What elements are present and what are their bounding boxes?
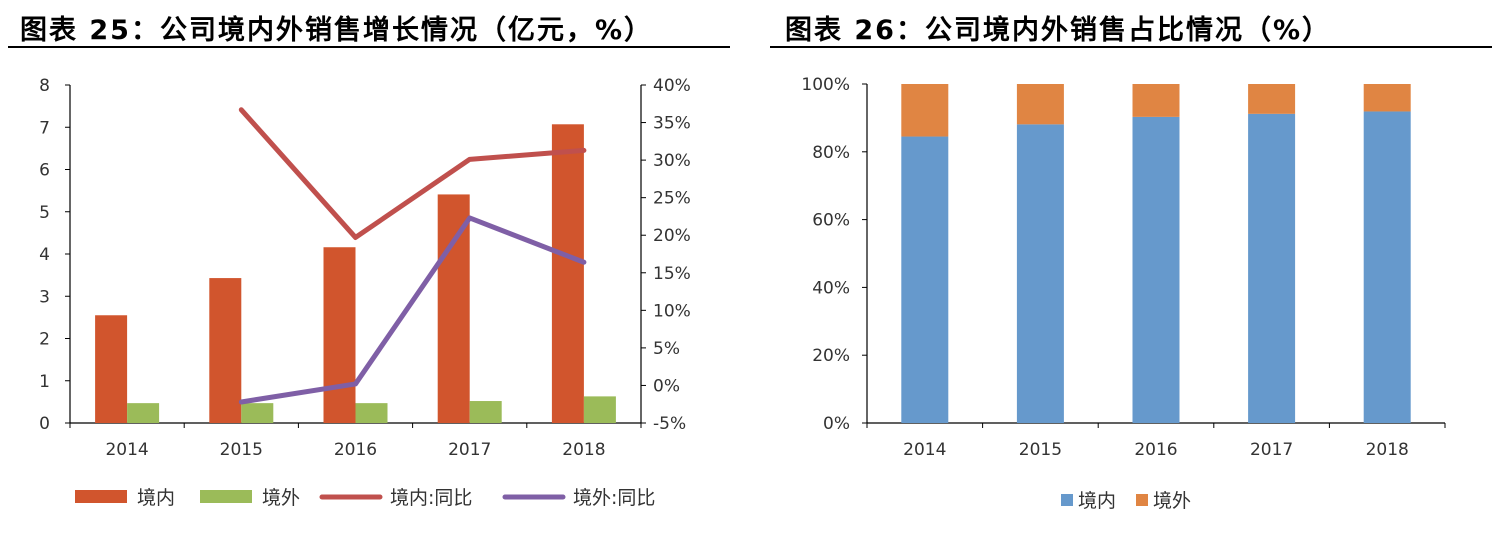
y-tick-label: 100% bbox=[801, 75, 850, 95]
stacked-bar-domestic-2015 bbox=[1016, 124, 1064, 423]
x-tick-label: 2015 bbox=[220, 440, 263, 460]
right-y-tick-label: 10% bbox=[653, 301, 691, 321]
x-tick-label: 2015 bbox=[1019, 440, 1062, 460]
y-tick-label: 60% bbox=[812, 211, 850, 231]
left-y-tick-label: 2 bbox=[39, 330, 50, 350]
legend-overseas-yoy-label: 境外:同比 bbox=[573, 487, 655, 509]
y-tick-label: 40% bbox=[812, 278, 850, 298]
right-y-tick-label: 0% bbox=[653, 376, 680, 396]
stacked-bar-domestic-2016 bbox=[1132, 116, 1180, 424]
bar-domestic-2014 bbox=[95, 315, 128, 423]
bar-overseas-2014 bbox=[127, 403, 160, 423]
right-y-tick-label: 35% bbox=[653, 114, 691, 134]
legend-domestic-yoy-label: 境内:同比 bbox=[390, 487, 472, 509]
x-tick-label: 2016 bbox=[334, 440, 377, 460]
legend-domestic-label: 境内 bbox=[1078, 490, 1116, 512]
stacked-bar-overseas-2018 bbox=[1363, 84, 1411, 112]
right-chart-title: 图表 26：公司境内外销售占比情况（%） bbox=[785, 15, 1332, 46]
left-y-tick-label: 5 bbox=[39, 203, 50, 223]
bar-overseas-2017 bbox=[469, 401, 502, 423]
bar-domestic-2017 bbox=[437, 194, 470, 423]
left-chart-title: 图表 25：公司境内外销售增长情况（亿元，%） bbox=[20, 15, 654, 46]
left-y-tick-label: 4 bbox=[39, 245, 50, 265]
left-y-tick-label: 7 bbox=[39, 118, 50, 138]
legend-overseas-swatch bbox=[200, 490, 252, 503]
left-title-rule bbox=[8, 46, 730, 48]
line-overseas-yoy bbox=[238, 215, 587, 405]
x-tick-label: 2016 bbox=[1134, 440, 1177, 460]
legend-overseas-swatch bbox=[1136, 494, 1148, 506]
right-y-tick-label: 30% bbox=[653, 151, 691, 171]
x-tick-label: 2014 bbox=[903, 440, 946, 460]
right-y-tick-label: 5% bbox=[653, 339, 680, 359]
right-title-rule bbox=[770, 46, 1492, 48]
right-stacked-chart: 0% 20% 40% 60% 80% 100% 2014 2015 2016 2017 2018 境内… bbox=[801, 75, 1446, 512]
bar-overseas-2016 bbox=[355, 403, 388, 423]
stacked-bar-overseas-2014 bbox=[901, 84, 949, 137]
y-tick-label: 80% bbox=[812, 143, 850, 163]
y-tick-label: 0% bbox=[823, 414, 850, 434]
bar-domestic-2015 bbox=[209, 278, 242, 423]
bar-domestic-2016 bbox=[323, 247, 356, 423]
stacked-bar-overseas-2017 bbox=[1248, 84, 1296, 114]
legend-overseas-label: 境外 bbox=[262, 487, 300, 509]
left-y-tick-label: 0 bbox=[39, 414, 50, 434]
left-y-tick-label: 6 bbox=[39, 161, 50, 181]
stacked-bar-overseas-2015 bbox=[1016, 84, 1064, 125]
legend-domestic-label: 境内 bbox=[137, 487, 175, 509]
stacked-bar-domestic-2017 bbox=[1248, 113, 1296, 423]
left-y-tick-label: 1 bbox=[39, 372, 50, 392]
right-y-tick-label: -5% bbox=[653, 414, 686, 434]
right-y-tick-label: 25% bbox=[653, 189, 691, 209]
stacked-bar-overseas-2016 bbox=[1132, 84, 1180, 117]
line-domestic-yoy bbox=[238, 107, 587, 240]
x-tick-label: 2017 bbox=[1250, 440, 1293, 460]
x-tick-label: 2017 bbox=[448, 440, 491, 460]
stacked-bar-domestic-2018 bbox=[1363, 111, 1411, 424]
legend-overseas-label: 境外 bbox=[1153, 490, 1191, 512]
bar-overseas-2018 bbox=[583, 396, 616, 423]
x-tick-label: 2014 bbox=[105, 440, 148, 460]
left-y-tick-label: 3 bbox=[39, 287, 50, 307]
left-combo-chart: 0 1 2 3 4 5 6 7 8 -5% 0% 5% 10% 15% 20% 25% 30% 35% 40% 201… bbox=[39, 76, 691, 509]
x-tick-label: 2018 bbox=[562, 440, 605, 460]
bar-domestic-2018 bbox=[551, 124, 584, 423]
left-y-tick-label: 8 bbox=[39, 76, 50, 96]
legend-domestic-swatch bbox=[1061, 494, 1073, 506]
y-tick-label: 20% bbox=[812, 346, 850, 366]
legend-domestic-swatch bbox=[75, 490, 127, 503]
x-tick-label: 2018 bbox=[1366, 440, 1409, 460]
right-y-tick-label: 15% bbox=[653, 264, 691, 284]
bar-overseas-2015 bbox=[241, 403, 274, 423]
right-y-tick-label: 40% bbox=[653, 76, 691, 96]
stacked-bar-domestic-2014 bbox=[901, 136, 949, 424]
right-y-tick-label: 20% bbox=[653, 226, 691, 246]
